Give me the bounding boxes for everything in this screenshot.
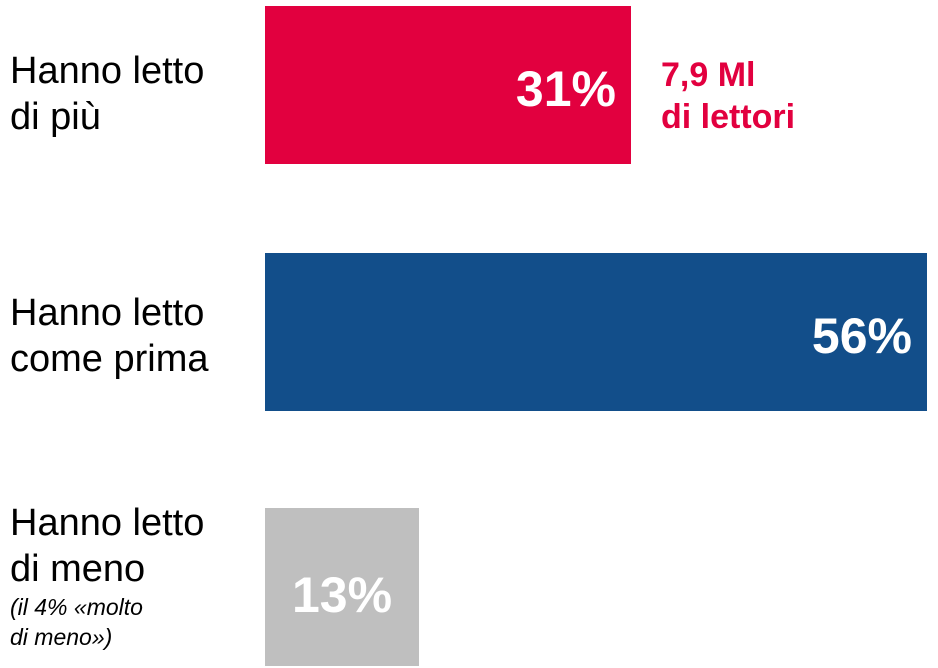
category-label: Hanno letto come prima	[10, 290, 209, 382]
category-label-line: Hanno letto	[10, 290, 209, 336]
callout-annotation: 7,9 Ml di lettori	[661, 54, 795, 138]
category-label-line: di più	[10, 94, 204, 140]
category-label-line: di meno	[10, 546, 204, 592]
callout-line: di lettori	[661, 96, 795, 138]
bar-value-label: 31%	[471, 60, 616, 118]
category-note: (il 4% «molto	[10, 592, 204, 622]
category-label-line: Hanno letto	[10, 500, 204, 546]
category-label: Hanno letto di più	[10, 48, 204, 140]
category-label-line: come prima	[10, 336, 209, 382]
category-note: di meno»)	[10, 622, 204, 652]
bar-value-label: 13%	[265, 566, 419, 624]
category-label: Hanno letto di meno (il 4% «molto di meno»)	[10, 500, 204, 652]
callout-line: 7,9 Ml	[661, 54, 795, 96]
bar-value-label: 56%	[767, 307, 912, 365]
category-label-line: Hanno letto	[10, 48, 204, 94]
